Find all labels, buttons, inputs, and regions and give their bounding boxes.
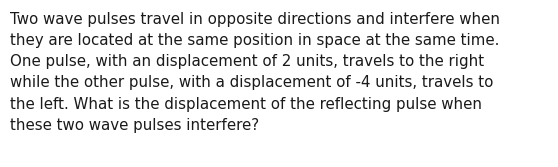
- Text: Two wave pulses travel in opposite directions and interfere when
they are locate: Two wave pulses travel in opposite direc…: [10, 12, 500, 133]
